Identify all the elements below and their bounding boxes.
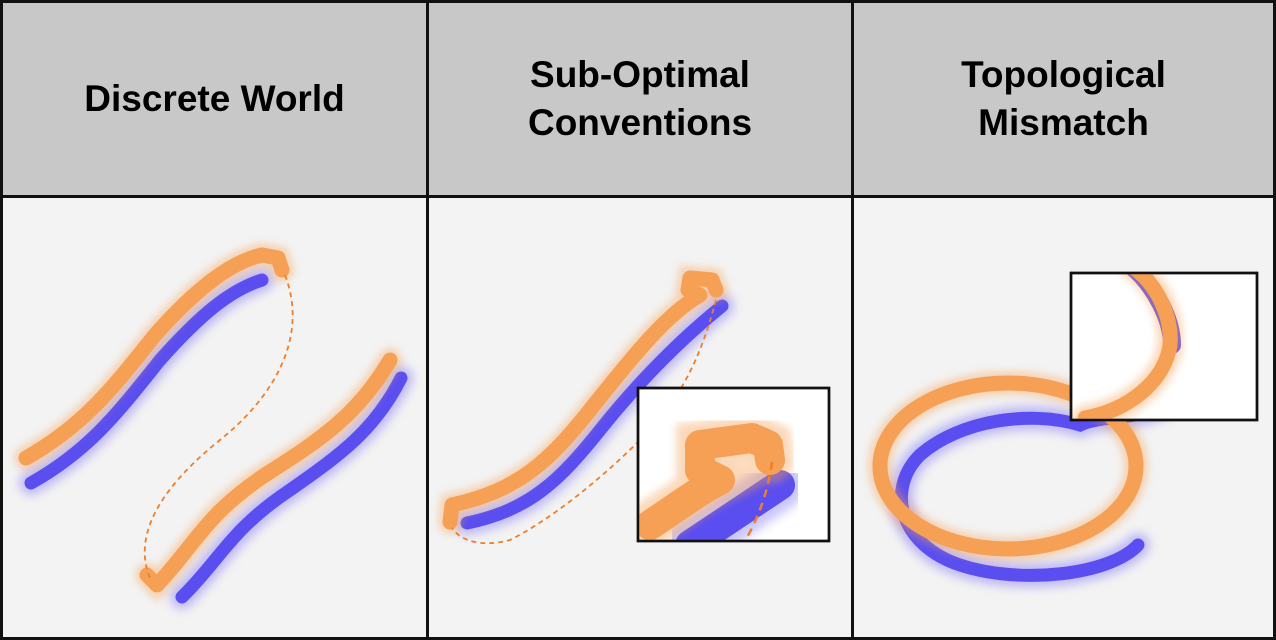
column-title-topological-mismatch: Topological Mismatch [961,54,1166,143]
column-title-sub-optimal-conventions: Sub-Optimal Conventions [527,54,753,143]
blue-strand [455,294,734,535]
dashed-link [144,274,294,579]
panel-topological-mismatch [868,271,1259,588]
header-row: Discrete World Sub-Optimal Conventions T… [3,3,1273,198]
column-divider [851,3,854,637]
panel-discrete-world [14,242,413,609]
column-title-discrete-world: Discrete World [84,78,345,119]
orange-strand [135,348,402,603]
zoom-inset [1069,271,1259,422]
orange-strand [868,371,1148,561]
column-divider [426,3,429,637]
blue-strand [170,366,413,609]
zoom-inset [636,386,831,543]
orange-strand [14,242,294,470]
panel-sub-optimal-conventions [438,265,831,545]
orange-strand [438,265,728,534]
blue-strand [889,393,1177,588]
blue-strand [19,268,274,495]
dashed-link [451,299,717,545]
